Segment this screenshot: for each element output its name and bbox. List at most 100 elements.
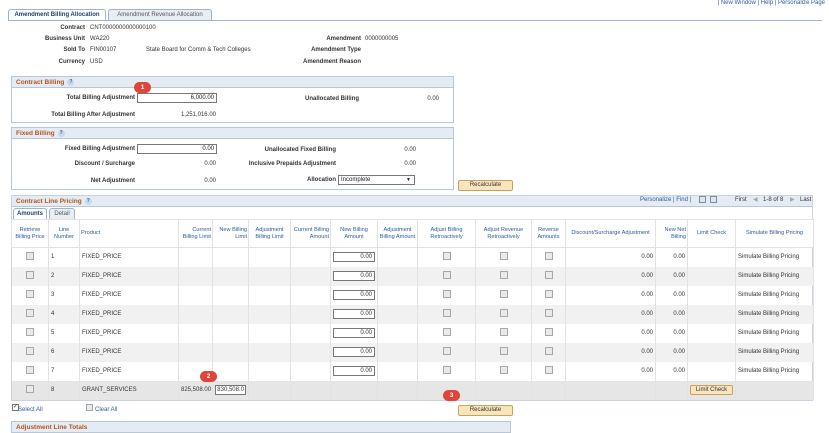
- new-billing-amount-input[interactable]: 0.00: [333, 347, 375, 357]
- last-link[interactable]: Last: [800, 197, 812, 203]
- retrieve-billing-price-checkbox[interactable]: [25, 328, 34, 336]
- clear-all-link[interactable]: Clear All: [95, 407, 118, 413]
- adjust-billing-retroactively-checkbox[interactable]: [442, 309, 451, 317]
- line-number: 6: [48, 342, 80, 362]
- new-billing-limit-input[interactable]: 830,508.0: [215, 385, 246, 395]
- top-links[interactable]: | New Window | Help | Personalize Page: [717, 0, 825, 6]
- product: FIXED_PRICE: [79, 247, 179, 267]
- help-icon[interactable]: ?: [57, 129, 65, 137]
- retrieve-billing-price-checkbox[interactable]: [25, 347, 34, 355]
- adjust-billing-retroactively-checkbox[interactable]: [442, 271, 451, 279]
- adjustment-billing-limit: [248, 304, 291, 324]
- simulate-billing-pricing-link[interactable]: Simulate Billing Pricing: [735, 266, 814, 286]
- retrieve-cell: [11, 247, 49, 267]
- recalculate-button-fixed[interactable]: Recalculate: [458, 180, 513, 191]
- allocation-select[interactable]: Incomplete ▼: [338, 175, 415, 185]
- adjust-revenue-retroactively-checkbox[interactable]: [499, 328, 508, 336]
- simulate-billing-pricing-link[interactable]: Simulate Billing Pricing: [735, 323, 814, 343]
- col-current-billing-amount: Current Billing Amount: [290, 219, 331, 248]
- unallocated-fixed-billing-value: 0.00: [404, 147, 416, 153]
- adjustment-billing-amount: [377, 247, 418, 267]
- col-adjust-revenue-retroactively: Adjust Revenue Retroactively: [475, 219, 532, 248]
- simulate-billing-pricing-link[interactable]: Simulate Billing Pricing: [735, 342, 814, 362]
- reverse-amounts-checkbox[interactable]: [544, 252, 553, 261]
- sold-to-value: FIN00107: [90, 47, 117, 53]
- reverse-amounts-checkbox[interactable]: [544, 347, 553, 355]
- select-all-checkbox[interactable]: ✓: [12, 404, 19, 411]
- clear-all-checkbox[interactable]: [86, 404, 93, 411]
- adjust-revenue-retroactively-checkbox[interactable]: [499, 252, 508, 261]
- amendment-reason-label: Amendment Reason: [302, 59, 361, 65]
- new-billing-amount-input[interactable]: 0.00: [333, 366, 375, 376]
- help-icon[interactable]: ?: [67, 78, 75, 86]
- col-adjustment-billing-amount: Adjustment Billing Amount: [377, 219, 418, 248]
- reverse-amounts-checkbox[interactable]: [544, 328, 553, 336]
- reverse-amounts-checkbox[interactable]: [544, 366, 553, 374]
- tab-detail[interactable]: Detail: [49, 208, 75, 219]
- reverse-amounts-checkbox[interactable]: [544, 290, 553, 298]
- retrieve-billing-price-checkbox[interactable]: [25, 366, 34, 374]
- adjust-revenue-retroactively-checkbox[interactable]: [499, 271, 508, 279]
- limit-check-button[interactable]: Limit Check: [690, 385, 733, 395]
- adjust-billing-retroactively-checkbox[interactable]: [442, 252, 451, 261]
- new-billing-amount-input[interactable]: 0.00: [333, 328, 375, 338]
- adjust-billing-retroactively-checkbox[interactable]: [442, 290, 451, 298]
- retrieve-billing-price-checkbox[interactable]: [25, 271, 34, 279]
- fixed-billing-adjustment-input[interactable]: 0.00: [137, 144, 217, 154]
- help-icon[interactable]: ?: [84, 197, 92, 205]
- first-link[interactable]: First: [735, 197, 747, 203]
- current-billing-amount: [290, 266, 331, 286]
- current-billing-limit: [178, 342, 213, 362]
- reverse-amounts-checkbox[interactable]: [544, 309, 553, 317]
- new-net-billing: 0.00: [655, 247, 688, 267]
- retrieve-billing-price-checkbox[interactable]: [25, 385, 34, 393]
- discount-surcharge-adjustment: 0.00: [565, 342, 656, 362]
- new-net-billing: 0.00: [655, 361, 688, 381]
- line-number: 4: [48, 304, 80, 324]
- retrieve-billing-price-checkbox[interactable]: [25, 252, 34, 261]
- new-billing-amount-input[interactable]: 0.00: [333, 290, 375, 300]
- simulate-billing-pricing-link[interactable]: Simulate Billing Pricing: [735, 247, 814, 267]
- simulate-billing-pricing-link[interactable]: Simulate Billing Pricing: [735, 285, 814, 305]
- retrieve-billing-price-checkbox[interactable]: [25, 290, 34, 298]
- fixed-billing-adjustment-label: Fixed Billing Adjustment: [64, 146, 135, 152]
- col-line-number: Line Number: [48, 219, 80, 248]
- total-billing-adjustment-input[interactable]: 6,000.00: [137, 93, 217, 103]
- grid-nav-links[interactable]: Personalize | Find |: [640, 197, 692, 203]
- simulate-billing-pricing-link[interactable]: Simulate Billing Pricing: [735, 304, 814, 324]
- product: FIXED_PRICE: [79, 361, 179, 381]
- adjust-revenue-retroactively-checkbox[interactable]: [499, 366, 508, 374]
- adjust-billing-cell: [417, 304, 476, 324]
- col-discount-surcharge-adjustment: Discount/Surcharge Adjustment: [565, 219, 656, 248]
- retrieve-billing-price-checkbox[interactable]: [25, 309, 34, 317]
- new-billing-amount-cell: 0.00: [330, 342, 378, 362]
- new-billing-amount: [330, 380, 378, 400]
- download-icon[interactable]: [710, 196, 717, 203]
- reverse-amounts-checkbox[interactable]: [544, 271, 553, 279]
- discount-surcharge-adjustment: 0.00: [565, 285, 656, 305]
- adjustment-line-totals-section: Adjustment Line Totals: [11, 421, 511, 433]
- adjust-revenue-retroactively-checkbox[interactable]: [499, 309, 508, 317]
- recalculate-button-lines[interactable]: Recalculate: [458, 405, 513, 416]
- unallocated-billing-label: Unallocated Billing: [304, 96, 359, 102]
- grid-header-row: Retrieve Billing Price Line Number Produ…: [11, 219, 814, 248]
- tab-amendment-billing-allocation[interactable]: Amendment Billing Allocation: [8, 9, 106, 20]
- new-billing-amount-input[interactable]: 0.00: [333, 309, 375, 319]
- tab-amounts[interactable]: Amounts: [13, 208, 47, 219]
- select-all-link[interactable]: Select All: [18, 407, 43, 413]
- currency-label: Currency: [58, 59, 85, 65]
- adjustment-billing-amount: [377, 361, 418, 381]
- adjustment-billing-amount: [377, 380, 418, 400]
- zoom-icon[interactable]: [699, 196, 706, 203]
- new-billing-amount-input[interactable]: 0.00: [333, 271, 375, 281]
- retrieve-cell: [11, 361, 49, 381]
- simulate-billing-pricing-link[interactable]: Simulate Billing Pricing: [735, 361, 814, 381]
- adjust-billing-retroactively-checkbox[interactable]: [442, 366, 451, 374]
- adjust-billing-retroactively-checkbox[interactable]: [442, 328, 451, 336]
- new-billing-amount-input[interactable]: 0.00: [333, 252, 375, 263]
- tab-amendment-revenue-allocation[interactable]: Amendment Revenue Allocation: [108, 9, 212, 20]
- adjust-revenue-retroactively-checkbox[interactable]: [499, 347, 508, 355]
- adjust-revenue-retroactively-checkbox[interactable]: [499, 290, 508, 298]
- adjust-billing-retroactively-checkbox[interactable]: [442, 347, 451, 355]
- new-billing-amount-cell: 0.00: [330, 285, 378, 305]
